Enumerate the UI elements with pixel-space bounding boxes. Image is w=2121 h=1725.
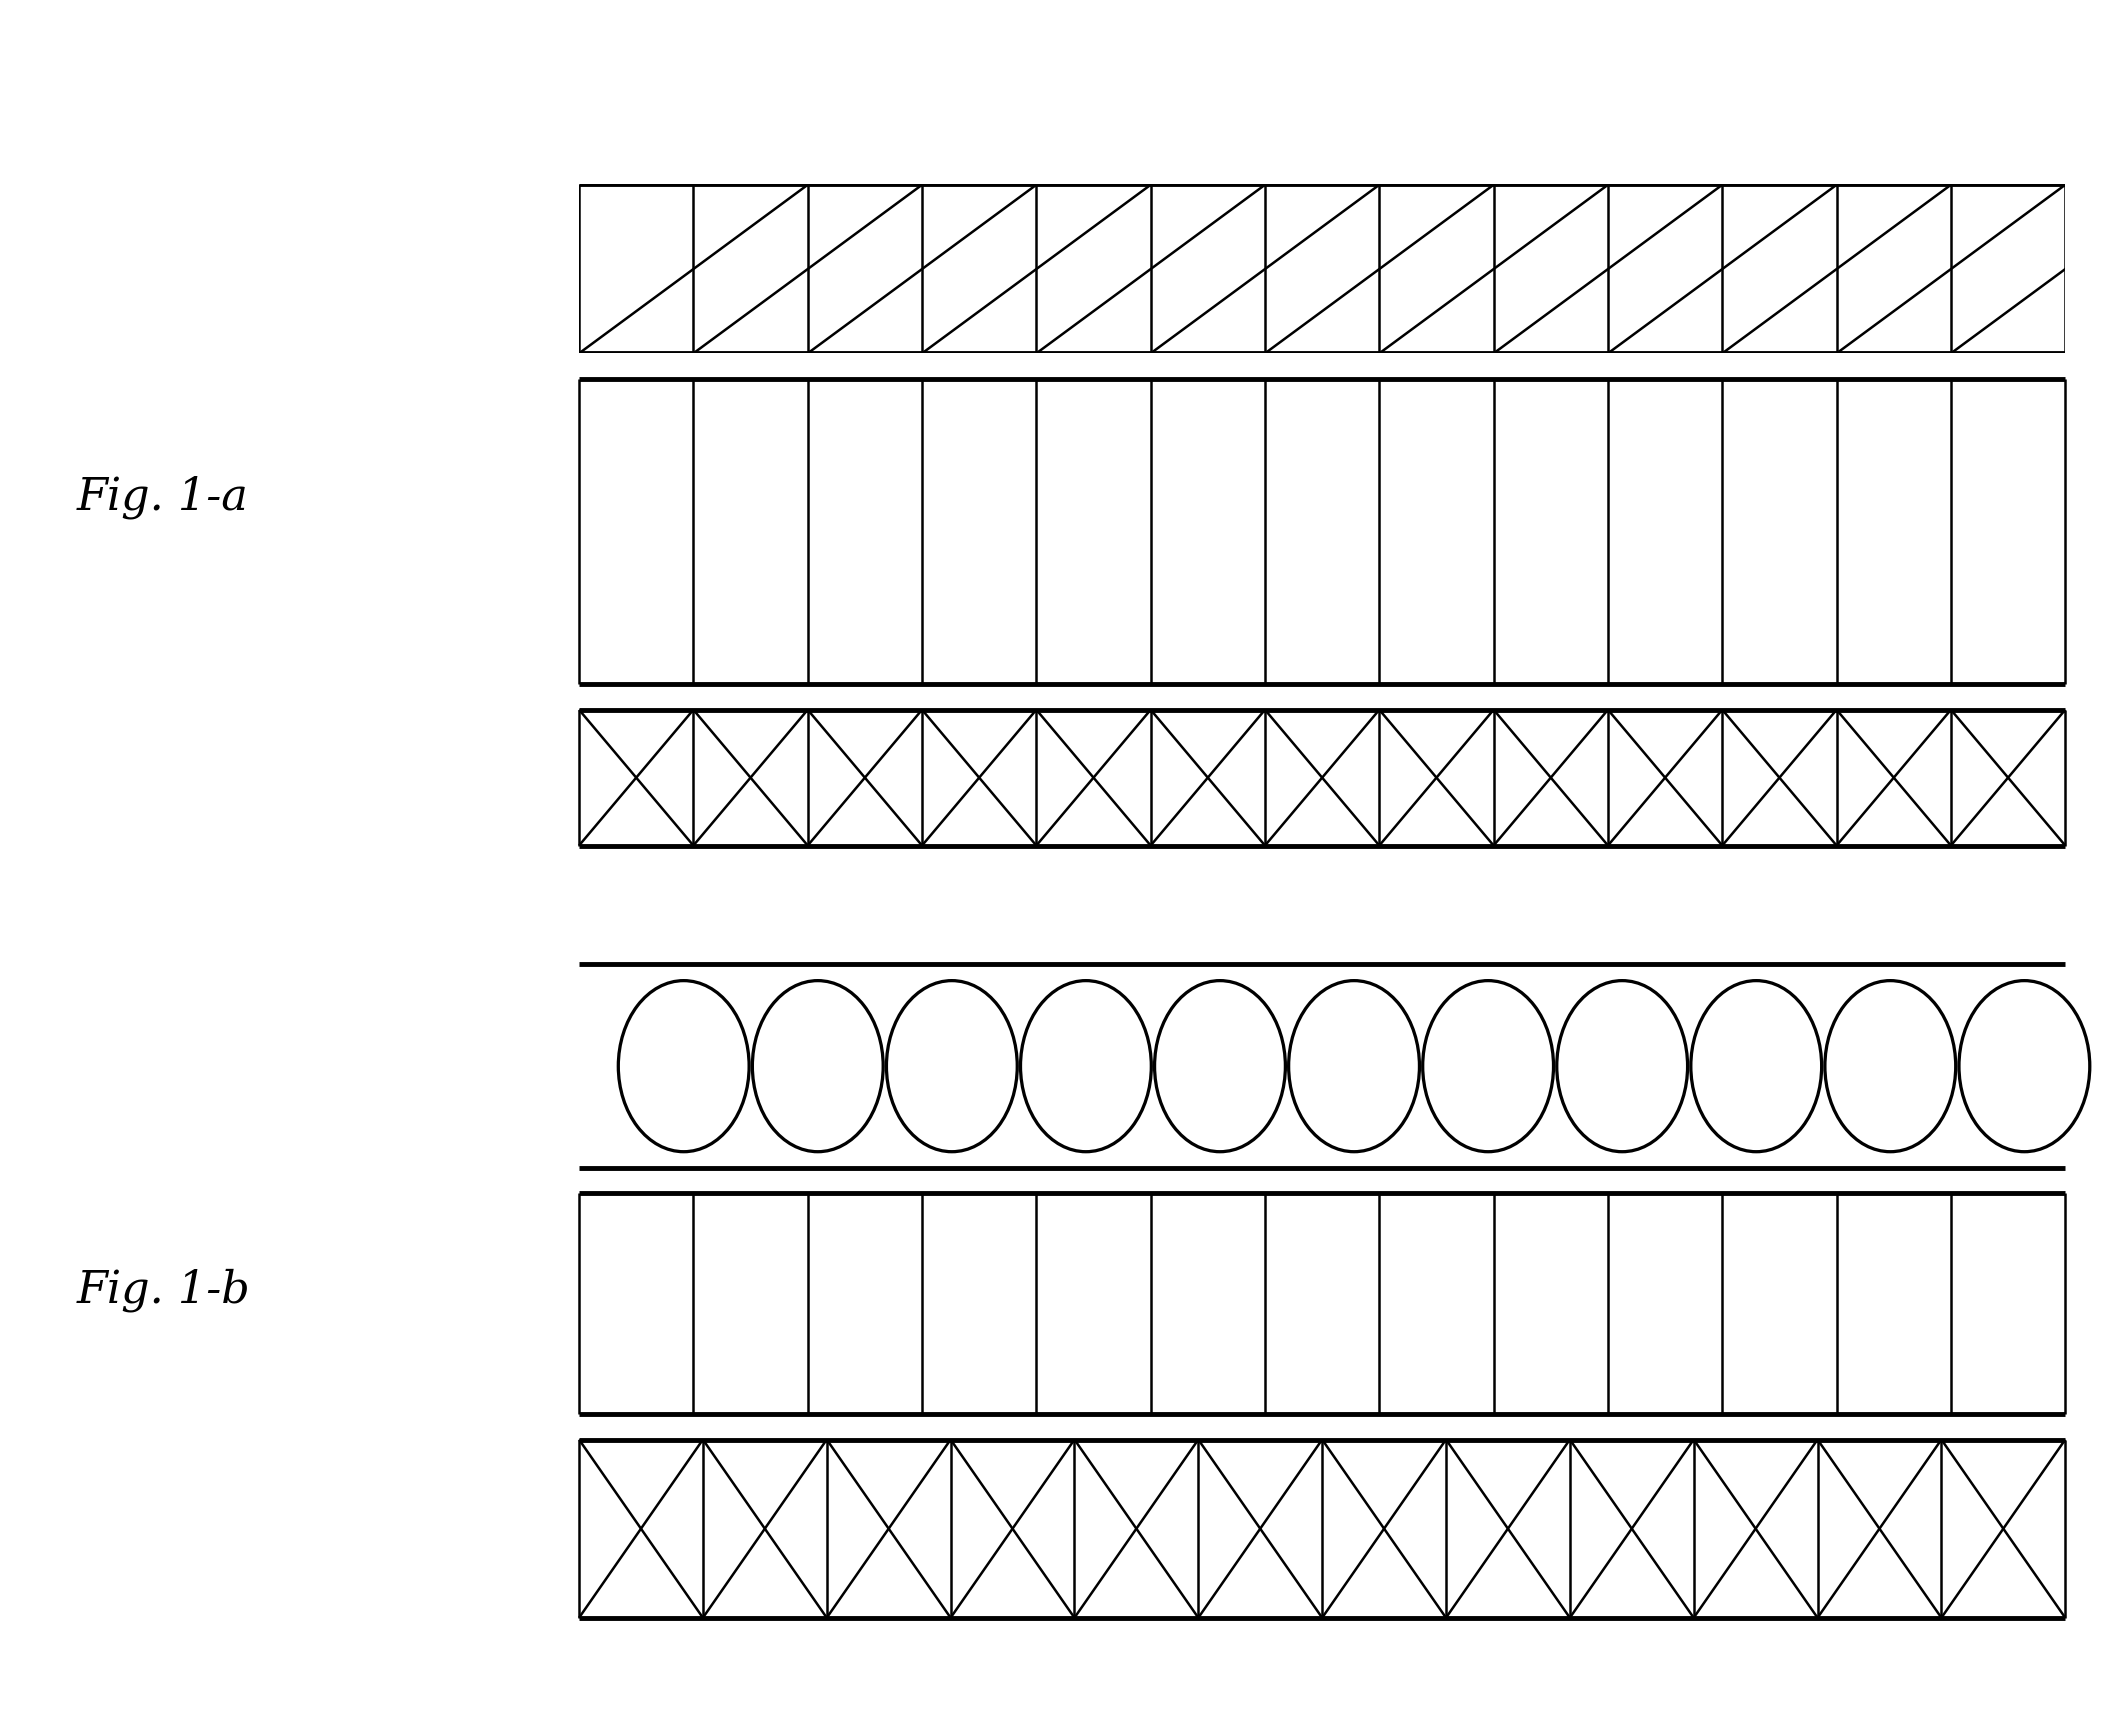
Text: Fig. 1-b: Fig. 1-b <box>76 1268 250 1313</box>
Text: Fig. 1-a: Fig. 1-a <box>76 476 248 519</box>
